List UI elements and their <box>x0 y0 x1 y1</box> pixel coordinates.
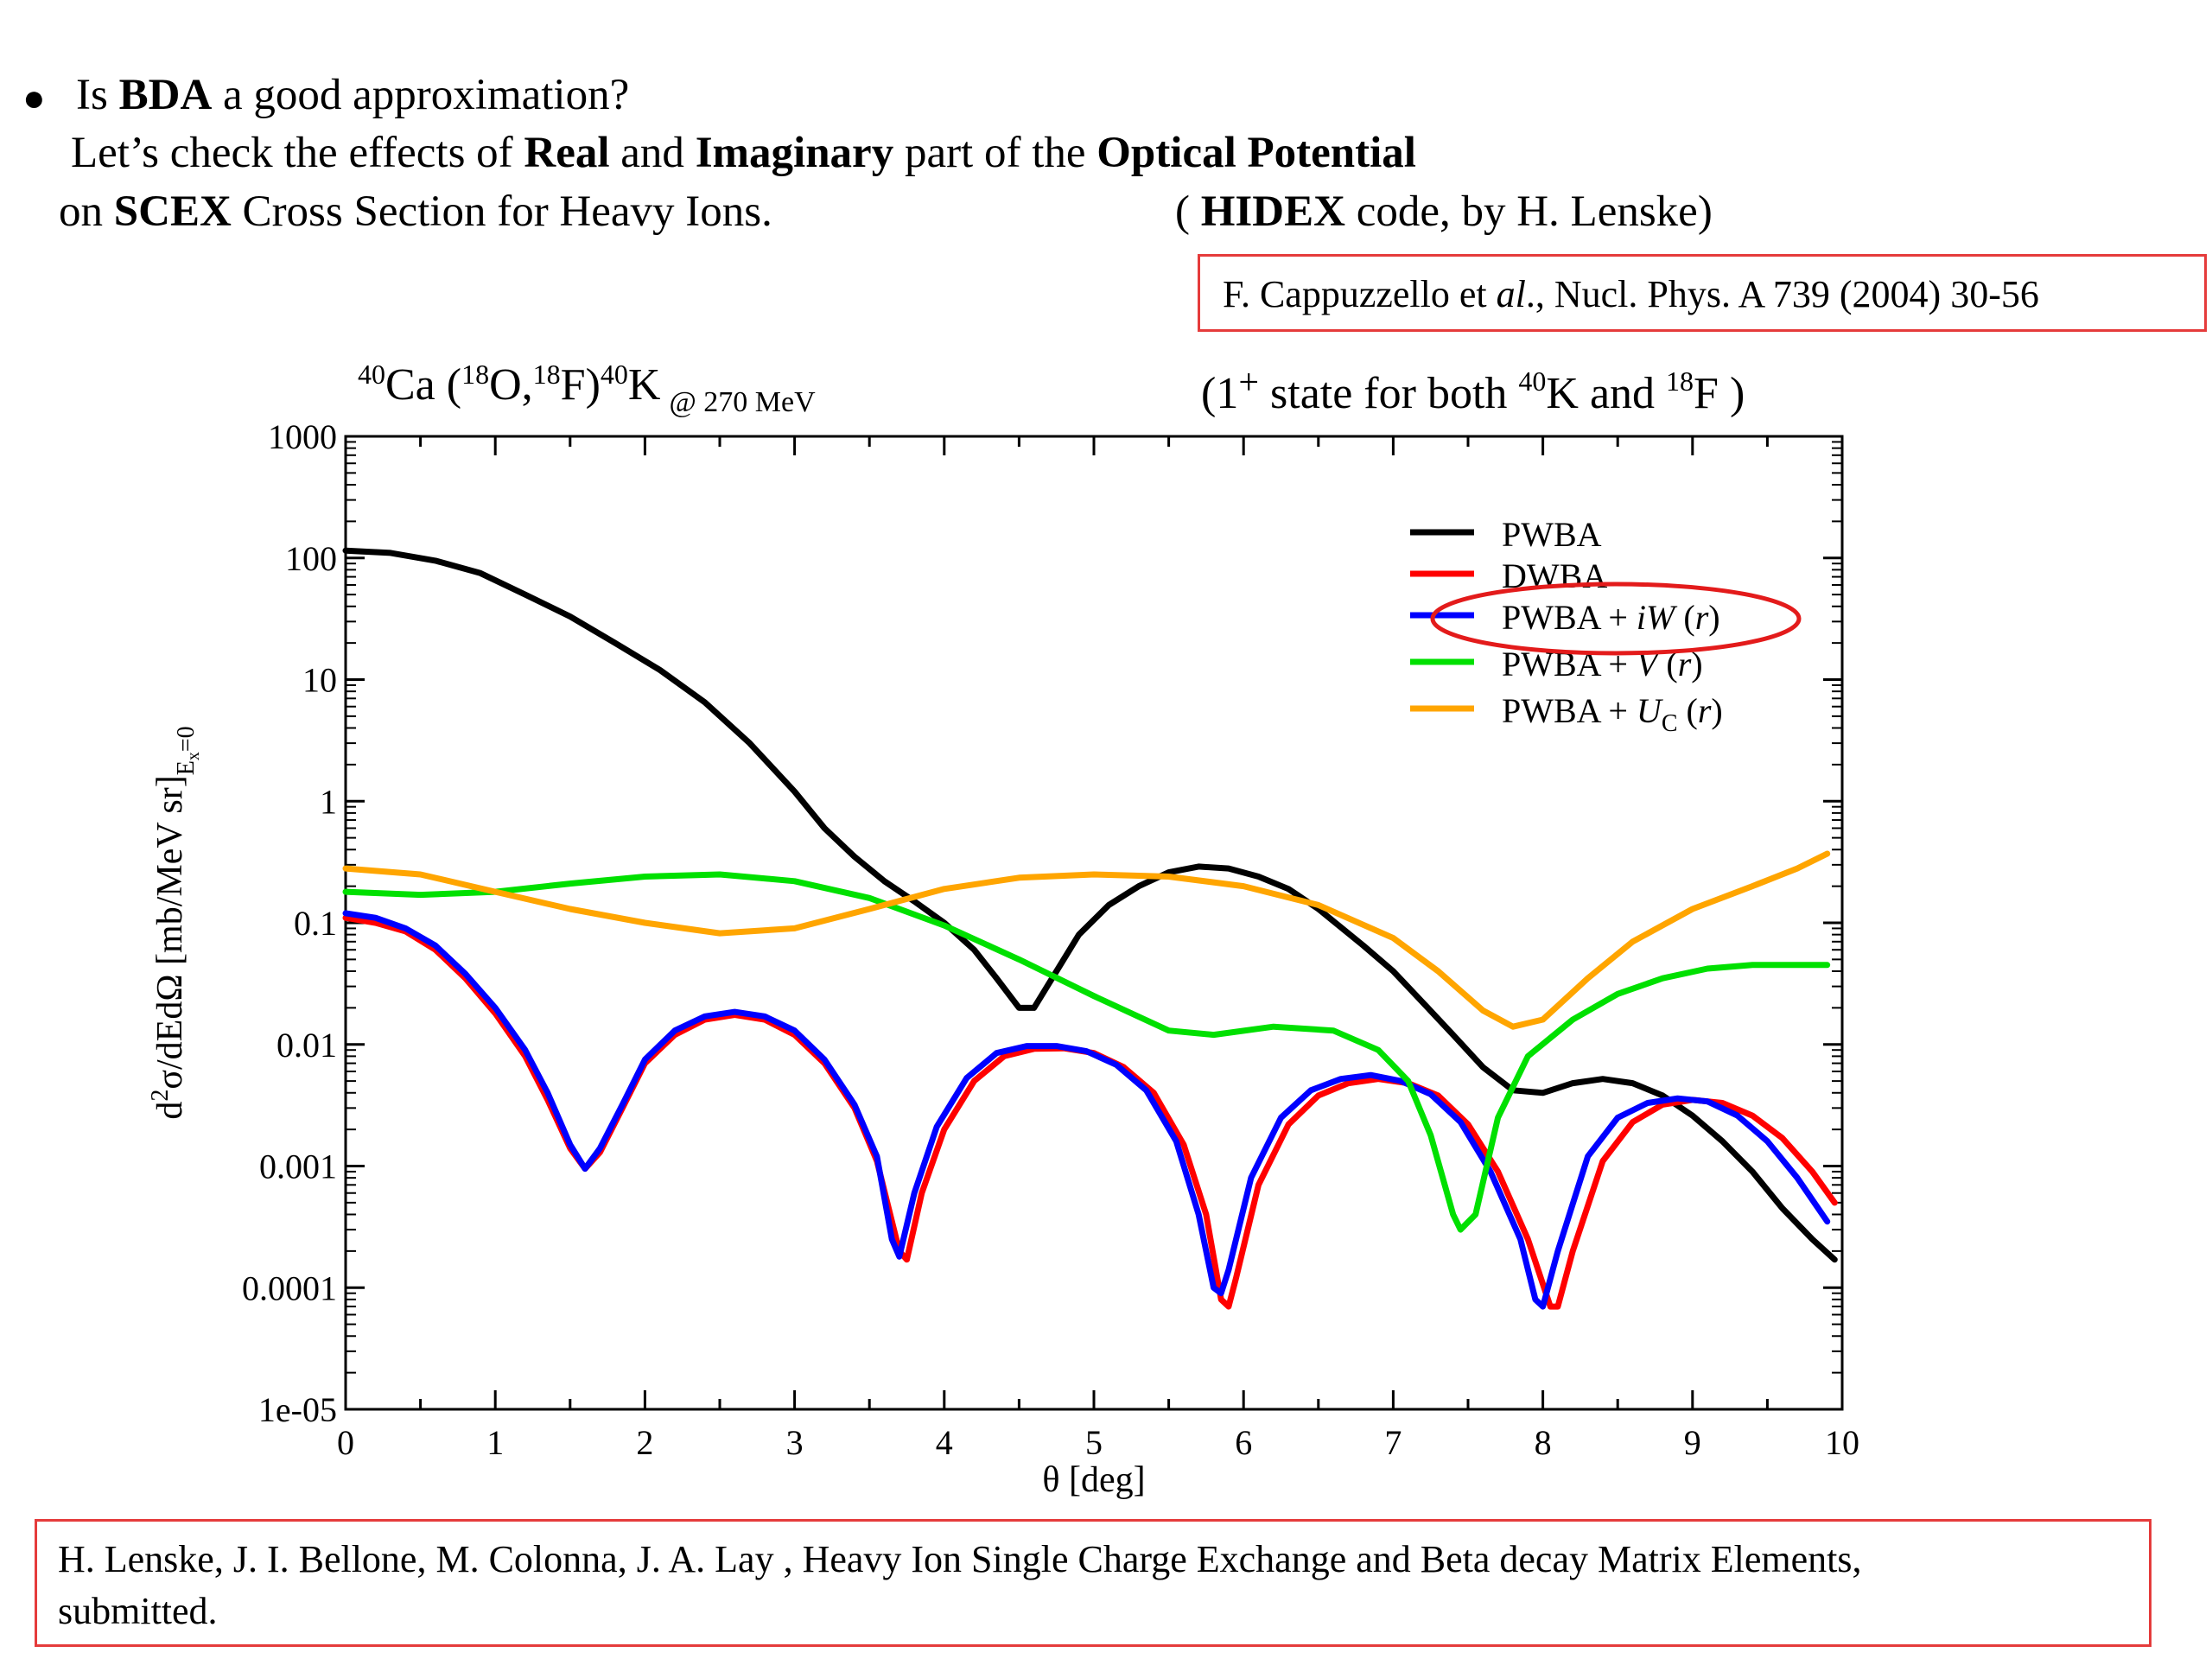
y-tick-label: 1000 <box>268 417 337 456</box>
series-curves <box>342 547 1838 1310</box>
reference-top-text: F. Cappuzzello et al., Nucl. Phys. A 739… <box>1223 273 2039 315</box>
series-line <box>342 871 1831 1233</box>
x-axis-label: θ [deg] <box>1042 1460 1145 1500</box>
x-tick-label: 3 <box>786 1423 804 1462</box>
reference-box-top: F. Cappuzzello et al., Nucl. Phys. A 739… <box>1198 254 2207 332</box>
y-tick-label: 1 <box>320 782 337 821</box>
x-tick-label: 0 <box>337 1423 354 1462</box>
y-tick-label: 0.001 <box>259 1147 337 1186</box>
scex-line: on SCEX Cross Section for Heavy Ions. <box>59 188 772 236</box>
legend-label: PWBA <box>1502 515 1602 554</box>
y-tick-label: 1e-05 <box>258 1390 337 1429</box>
tick-labels: 0 1 2 3 4 5 6 7 8 9 10 1e-05 0.0001 0.001 0.01 0.1 1 10 10… <box>242 417 1859 1462</box>
legend-label: PWBA + iW (r) <box>1502 598 1720 637</box>
series-line <box>342 850 1831 1030</box>
y-tick-label: 100 <box>285 539 337 578</box>
question-line: Is BDA a good approximation? <box>76 71 630 119</box>
y-tick-label: 0.0001 <box>242 1268 337 1307</box>
intro-line: Let’s check the effects of Real and Imag… <box>71 129 1416 177</box>
axis-ticks <box>344 435 1844 1411</box>
x-tick-label: 1 <box>486 1423 504 1462</box>
chart-title-state: (1+ state for both 40K and 18F ) <box>1201 363 1745 418</box>
hidex-line: ( HIDEX code, by H. Lenske) <box>1175 188 1713 236</box>
x-tick-label: 9 <box>1684 1423 1701 1462</box>
highlight-ellipse <box>1430 582 1802 656</box>
series-line <box>342 910 1831 1310</box>
y-axis-label: d2σ/dEdΩ [mb/MeV sr]Ex=0 <box>147 726 203 1119</box>
y-tick-label: 0.1 <box>294 904 337 943</box>
x-tick-label: 10 <box>1825 1423 1859 1462</box>
chart-title-reaction: 40Ca (18O,18F)40K @ 270 MeV <box>358 359 816 418</box>
reference-box-bottom: H. Lenske, J. I. Bellone, M. Colonna, J.… <box>35 1519 2152 1647</box>
x-tick-label: 5 <box>1085 1423 1103 1462</box>
reference-bottom-line2: submitted. <box>58 1590 218 1632</box>
x-tick-label: 6 <box>1235 1423 1252 1462</box>
y-tick-label: 0.01 <box>276 1026 337 1065</box>
legend-label: PWBA + UC (r) <box>1502 691 1723 737</box>
series-line <box>342 547 1838 1263</box>
x-tick-label: 2 <box>636 1423 653 1462</box>
reference-bottom-line1: H. Lenske, J. I. Bellone, M. Colonna, J.… <box>58 1538 1862 1580</box>
x-tick-label: 4 <box>936 1423 953 1462</box>
x-tick-label: 8 <box>1535 1423 1552 1462</box>
bullet-icon: ● <box>22 77 46 119</box>
x-tick-label: 7 <box>1384 1423 1402 1462</box>
series-line <box>342 914 1838 1310</box>
y-tick-label: 10 <box>302 661 337 700</box>
